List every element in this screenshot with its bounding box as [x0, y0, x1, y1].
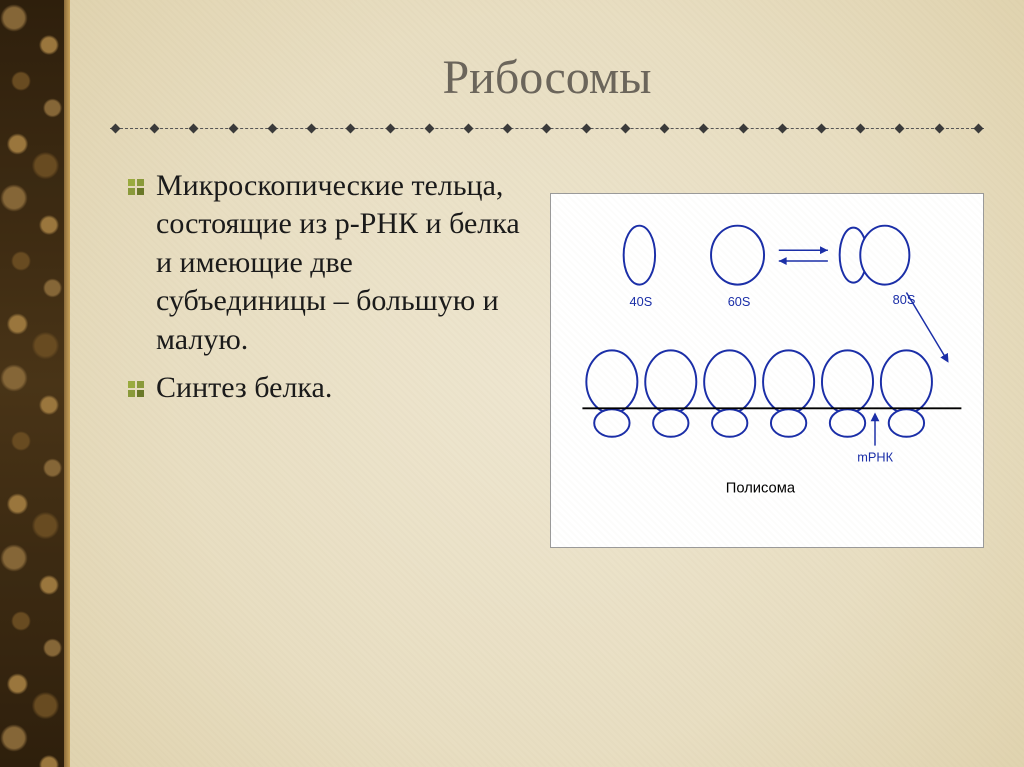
polysome-large-subunit	[763, 350, 814, 413]
polysome-large-subunit	[881, 350, 932, 413]
title-divider	[110, 123, 984, 133]
divider-bead	[542, 123, 552, 133]
list-item: Микроскопические тельца, состоящие из р-…	[128, 167, 530, 359]
divider-bead	[503, 123, 513, 133]
subunit-60s	[711, 226, 764, 285]
polysome-small-subunit	[771, 409, 806, 436]
polysome-large-subunit	[586, 350, 637, 413]
subunit-80s	[840, 226, 910, 285]
divider-bead	[228, 123, 238, 133]
bullet-text: Синтез белка.	[156, 369, 332, 407]
bullet-text: Микроскопические тельца, состоящие из р-…	[156, 167, 530, 359]
polysome-small-subunit	[594, 409, 629, 436]
bullet-icon	[128, 381, 144, 397]
divider-bead	[620, 123, 630, 133]
divider-bead	[189, 123, 199, 133]
divider-beads	[110, 123, 984, 133]
polysome-large-subunit	[822, 350, 873, 413]
equilibrium-arrows-icon	[779, 246, 828, 265]
divider-bead	[346, 123, 356, 133]
divider-bead	[777, 123, 787, 133]
label-60s: 60S	[728, 294, 751, 309]
polysome-large-subunit	[645, 350, 696, 413]
label-mrna: mРНК	[857, 449, 893, 464]
divider-bead	[973, 123, 983, 133]
left-ornament-strip	[0, 0, 70, 767]
divider-bead	[581, 123, 591, 133]
divider-bead	[934, 123, 944, 133]
divider-bead	[895, 123, 905, 133]
text-column: Микроскопические тельца, состоящие из р-…	[110, 167, 530, 417]
divider-bead	[699, 123, 709, 133]
divider-bead	[385, 123, 395, 133]
list-item: Синтез белка.	[128, 369, 530, 407]
content-row: Микроскопические тельца, состоящие из р-…	[110, 167, 984, 548]
divider-bead	[660, 123, 670, 133]
label-polysome: Полисома	[726, 481, 796, 497]
divider-bead	[267, 123, 277, 133]
divider-bead	[424, 123, 434, 133]
polysome-small-subunit	[712, 409, 747, 436]
subunit-40s	[624, 226, 655, 285]
divider-bead	[111, 123, 121, 133]
slide-body: Рибосомы Микроскопические тельца, состоя…	[70, 0, 1024, 767]
divider-bead	[464, 123, 474, 133]
divider-bead	[738, 123, 748, 133]
label-40s: 40S	[630, 294, 653, 309]
polysome-small-subunit	[889, 409, 924, 436]
polysome-large-subunit	[704, 350, 755, 413]
polysome-small-subunit	[653, 409, 688, 436]
bullet-icon	[128, 179, 144, 195]
diagram-svg: 40S 60S 80S	[551, 194, 983, 547]
label-80s: 80S	[893, 292, 916, 307]
divider-bead	[856, 123, 866, 133]
ribosome-diagram: 40S 60S 80S	[550, 193, 984, 548]
divider-bead	[307, 123, 317, 133]
polysome-small-subunit	[830, 409, 865, 436]
divider-bead	[816, 123, 826, 133]
polysome-group	[586, 350, 932, 436]
slide-title: Рибосомы	[110, 50, 984, 105]
divider-bead	[150, 123, 160, 133]
